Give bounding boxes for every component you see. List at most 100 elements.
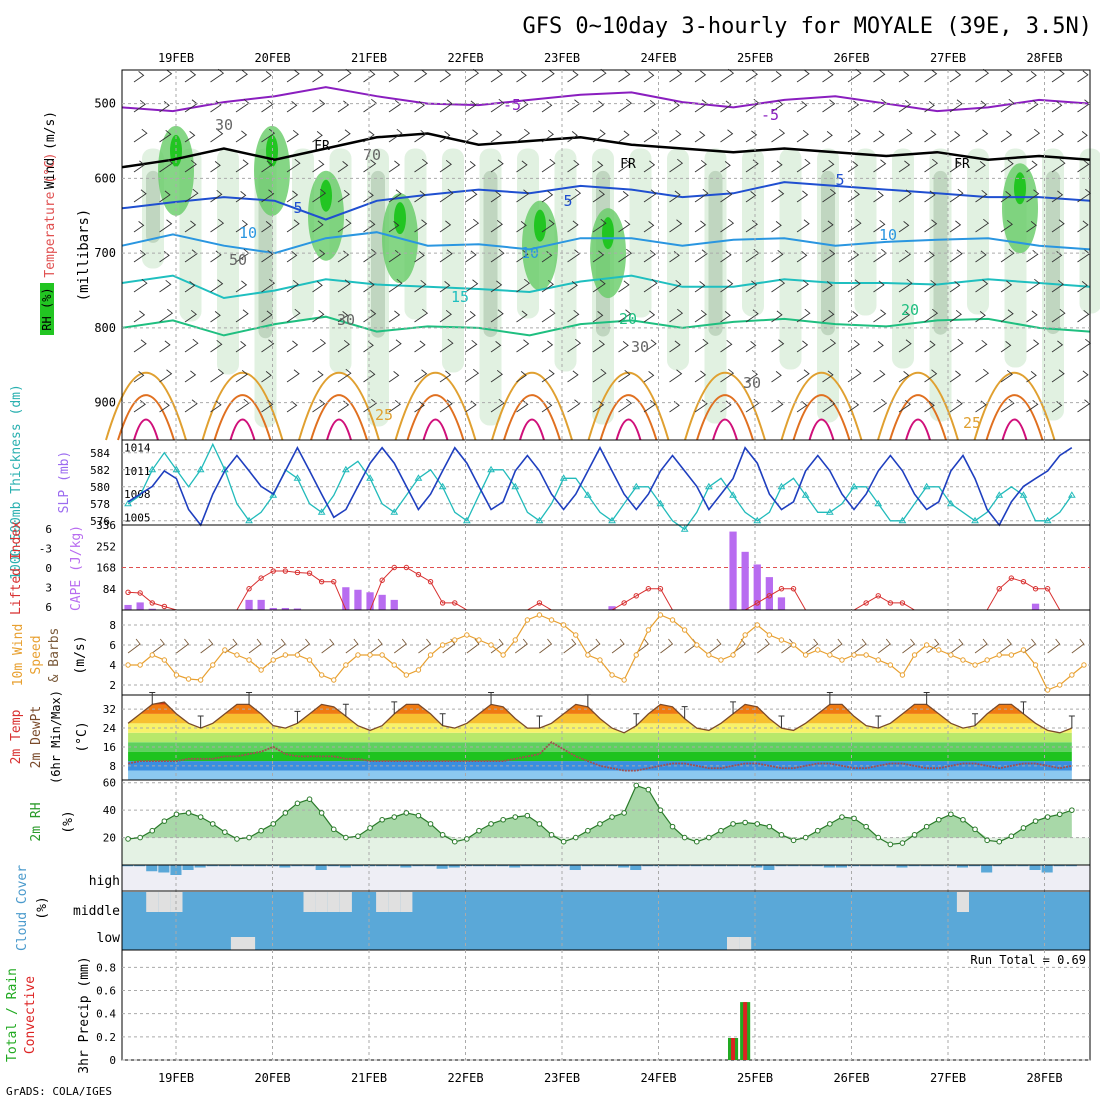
- wind-barb: [567, 338, 582, 353]
- wind-barb: [1000, 69, 1013, 83]
- wind-barb: [439, 281, 451, 293]
- wind-barb: [975, 279, 989, 293]
- lifted-index-marker: [1020, 578, 1027, 585]
- wind-barb: [745, 69, 758, 83]
- bottom-date-label: 24FEB: [640, 1071, 676, 1085]
- rh-legend-swatch: [40, 283, 54, 335]
- wind-barb: [796, 251, 808, 263]
- rh2m-marker: [270, 821, 277, 827]
- wind-barb: [694, 370, 707, 383]
- temp2m-axis-label-1: 2m Temp: [9, 709, 24, 764]
- wind-barb: [490, 398, 505, 413]
- wind10m-barb: [998, 638, 1012, 654]
- wind-barb: [337, 68, 352, 83]
- thickness-marker: [922, 482, 931, 490]
- wind-barb: [1026, 160, 1038, 173]
- isotherm-30: [503, 394, 561, 441]
- wind-barb: [924, 251, 935, 263]
- rh2m-marker: [500, 816, 506, 823]
- wind-barb: [235, 191, 247, 203]
- pressure-tick-label: 500: [94, 97, 116, 111]
- wind-barb: [235, 309, 249, 323]
- temp2m-error-bar: [681, 706, 688, 719]
- wind-barb: [949, 249, 963, 263]
- rh2m-marker: [827, 821, 833, 827]
- wind10m-barb: [200, 638, 214, 654]
- lifted-tick-label: -3: [39, 543, 52, 556]
- precip-convective-bar: [731, 1038, 736, 1060]
- wind10m-marker: [960, 657, 966, 663]
- wind-barb: [1051, 219, 1065, 233]
- wind-barb: [924, 69, 938, 83]
- wind-barb: [771, 221, 782, 233]
- cloud-middle-gap: [327, 892, 340, 912]
- cloud-mid-low-fill: [122, 892, 1090, 950]
- wind-barb: [592, 311, 604, 323]
- wind-barb: [363, 280, 375, 293]
- lifted-index-marker: [149, 600, 155, 606]
- wind-barb: [898, 249, 911, 263]
- wind-barb: [771, 310, 783, 323]
- wind-barb: [822, 188, 837, 203]
- rh2m-marker: [306, 796, 313, 802]
- contour-label: 25: [963, 414, 981, 432]
- wind-barb: [235, 341, 247, 353]
- wind-barb: [796, 401, 808, 413]
- wind-barb: [1000, 248, 1015, 263]
- wind-barb: [720, 68, 735, 83]
- wind-barb: [796, 190, 809, 203]
- wind-barb: [235, 130, 248, 143]
- wind-barb: [1051, 101, 1063, 113]
- wind-barb: [822, 338, 837, 353]
- pressure-tick-label: 900: [94, 396, 116, 410]
- isotherm-35: [1001, 418, 1028, 441]
- wind10m-marker: [367, 652, 373, 658]
- wind-barb: [286, 401, 298, 413]
- rh2m-marker: [391, 814, 398, 820]
- rh2m-axis-label-1: 2m RH: [29, 802, 44, 841]
- cloud-middle-gap: [146, 892, 159, 912]
- lifted-tick-label: 0: [45, 562, 52, 575]
- thickness-marker: [874, 499, 883, 507]
- wind-barb: [312, 281, 323, 293]
- wind-barb: [388, 99, 401, 113]
- wind-barb: [618, 341, 629, 353]
- cloud-high-bar: [448, 865, 460, 868]
- rh-shade: [292, 148, 314, 321]
- wind-barb: [669, 129, 682, 143]
- thickness-marker: [559, 474, 568, 481]
- wind-barb: [286, 69, 300, 83]
- wind-barb: [822, 249, 836, 263]
- cloud-high-bar: [255, 865, 267, 867]
- wind-barb: [490, 369, 503, 383]
- lifted-index-marker: [294, 569, 301, 576]
- thickness-marker: [414, 474, 423, 481]
- isotherm-30: [213, 394, 272, 441]
- wind-barb: [363, 69, 376, 83]
- wind-barb: [669, 308, 684, 323]
- wind-barb: [414, 308, 429, 323]
- cape-bar: [729, 531, 737, 610]
- cloud-high-bar: [606, 865, 618, 867]
- wind10m-barb: [1047, 638, 1061, 654]
- wind-barb: [796, 101, 808, 113]
- wind-barb: [898, 399, 911, 413]
- cloud-high-bar: [593, 865, 605, 867]
- wind10m-marker: [488, 642, 494, 648]
- top-date-label: 25FEB: [737, 51, 773, 65]
- wind-barb: [720, 250, 732, 263]
- wind-barb: [1026, 128, 1041, 143]
- wind10m-marker: [573, 632, 579, 638]
- wind-barb: [822, 99, 836, 113]
- wind-barb: [720, 400, 732, 413]
- wind10m-barb: [926, 638, 940, 654]
- wind-barb: [516, 221, 527, 233]
- wind-barb: [312, 249, 326, 263]
- contour-label: FR: [620, 157, 636, 172]
- lifted-index-marker: [439, 600, 446, 606]
- cloud-middle-gap: [388, 892, 401, 912]
- wind10m-barb: [418, 638, 432, 654]
- wind-barb: [975, 339, 988, 353]
- cloud-high-bar: [835, 865, 847, 868]
- wind-barb: [312, 220, 324, 233]
